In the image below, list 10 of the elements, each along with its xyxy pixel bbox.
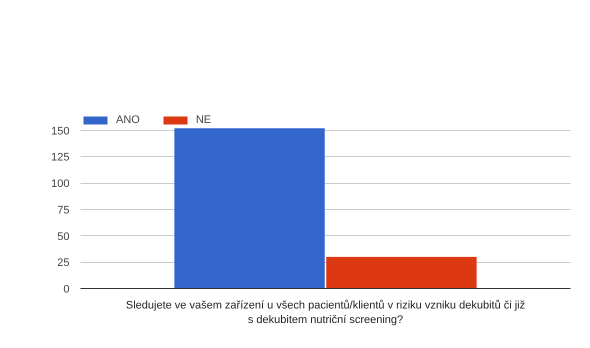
y-tick-label: 25 [57,257,70,270]
y-tick-label: 150 [51,125,70,138]
y-tick-label: 125 [51,152,70,164]
legend-label: ANO [116,114,140,126]
y-tick-label: 75 [57,204,70,216]
y-tick-label: 50 [57,230,70,243]
y-tick-label: 100 [51,178,70,190]
legend-label: NE [196,114,212,126]
x-tick-label: Sledujete ve vašem zařízení u všech pacientů/klientů v riziku vzniku dekubitů či již s dekubitem nutriční screening? [126,300,526,326]
y-tick-label: 0 [63,284,70,296]
